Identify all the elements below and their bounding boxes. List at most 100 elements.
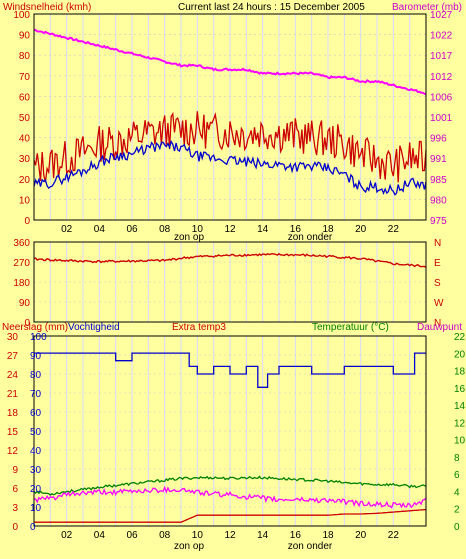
y-tick-label: 50 [19, 113, 31, 124]
y-tick-label: 30 [30, 465, 42, 476]
y-tick-label: 40 [19, 134, 31, 145]
y-tick-label: S [434, 278, 441, 289]
x-tick-label: 04 [94, 530, 106, 541]
y-tick-label: 6 [454, 470, 460, 481]
y-tick-label: 80 [19, 51, 31, 62]
sunrise-label: zon op [174, 232, 204, 243]
y-tick-label: 70 [30, 389, 42, 400]
series-layer [33, 28, 427, 196]
y-tick-label: 27 [7, 351, 19, 362]
y-tick-label: 996 [430, 134, 447, 145]
x-tick-label: 02 [61, 224, 73, 235]
x-tick-label: 22 [388, 530, 400, 541]
humidity-line [34, 352, 426, 388]
barometer-axis-label: Barometer (mb) [392, 2, 462, 13]
y-tick-label: 0 [454, 522, 460, 533]
x-tick-label: 10 [192, 224, 204, 235]
x-tick-label: 18 [322, 530, 334, 541]
chart-title: Current last 24 hours : 15 December 2005 [178, 2, 365, 13]
y-tick-label: 100 [30, 332, 47, 343]
y-tick-label: 1012 [430, 72, 453, 83]
x-tick-label: 10 [192, 530, 204, 541]
y-tick-label: 60 [30, 408, 42, 419]
x-tick-label: 06 [126, 530, 138, 541]
y-tick-label: 22 [454, 332, 466, 343]
x-tick-label: 20 [355, 530, 367, 541]
x-tick-label: 18 [322, 224, 334, 235]
x-tick-label: 16 [290, 530, 302, 541]
y-tick-label: 4 [454, 487, 460, 498]
x-tick-label: 04 [94, 224, 106, 235]
tick-labels: 02 04 06 08 10 12 14 16 18 20 22010203040506070809… [13, 10, 452, 235]
y-tick-label: 3 [12, 503, 18, 514]
rain-line [34, 508, 427, 523]
y-tick-label: 1022 [430, 31, 453, 42]
y-tick-label: 1017 [430, 51, 453, 62]
y-tick-label: 18 [454, 367, 466, 378]
humidity-axis-label: Vochtigheid [68, 322, 120, 333]
wind-direction-line [33, 252, 427, 268]
barometer-line [33, 28, 427, 95]
y-tick-label: 16 [454, 384, 466, 395]
y-tick-label: 30 [19, 154, 31, 165]
y-tick-label: 90 [30, 351, 42, 362]
y-tick-label: W [434, 298, 444, 309]
extra-temp-label: Extra temp3 [172, 322, 226, 333]
y-tick-label: 6 [12, 484, 18, 495]
y-tick-label: 1001 [430, 113, 453, 124]
y-tick-label: 360 [13, 238, 30, 249]
y-tick-label: 100 [13, 10, 30, 21]
x-tick-label: 12 [224, 530, 236, 541]
y-tick-label: 21 [7, 389, 19, 400]
y-tick-label: 20 [30, 484, 42, 495]
y-tick-label: 18 [7, 408, 19, 419]
y-tick-label: N [434, 318, 441, 329]
y-tick-label: 50 [30, 427, 42, 438]
y-tick-label: 24 [7, 370, 19, 381]
y-tick-label: 0 [24, 216, 30, 227]
x-tick-label: 08 [159, 224, 171, 235]
x-tick-label: 08 [159, 530, 171, 541]
wind-barometer-panel: 02 04 06 08 10 12 14 16 18 20 22010203040506070809… [3, 2, 462, 243]
y-tick-label: 2 [454, 505, 460, 516]
x-tick-label: 06 [126, 224, 138, 235]
plot-frame [33, 13, 427, 221]
y-tick-label: N [434, 238, 441, 249]
temperature-axis-label: Temperatuur (°C) [312, 322, 389, 333]
y-tick-label: 975 [430, 216, 447, 227]
y-tick-label: 15 [7, 427, 19, 438]
y-tick-label: 10 [454, 436, 466, 447]
y-tick-label: 1006 [430, 92, 453, 103]
y-tick-label: 30 [7, 332, 19, 343]
y-tick-label: 90 [19, 31, 31, 42]
y-tick-label: 60 [19, 92, 31, 103]
y-tick-label: 8 [454, 453, 460, 464]
y-tick-label: E [434, 258, 441, 269]
y-tick-label: 270 [13, 258, 30, 269]
series-layer [33, 352, 427, 523]
sunset-label: zon onder [288, 541, 333, 552]
wind-axis-label: Windsnelheid (kmh) [3, 2, 91, 13]
y-tick-label: 0 [12, 522, 18, 533]
y-tick-label: 1027 [430, 10, 453, 21]
y-tick-label: 12 [454, 418, 466, 429]
y-tick-label: 10 [19, 195, 31, 206]
x-tick-label: 14 [257, 224, 269, 235]
plot-frame [33, 241, 427, 323]
wind-gust-line [33, 111, 427, 183]
x-tick-label: 14 [257, 530, 269, 541]
y-tick-label: 991 [430, 154, 447, 165]
y-tick-label: 985 [430, 175, 447, 186]
dewpoint-axis-label: Dauwpunt [417, 322, 462, 333]
y-tick-label: 0 [24, 318, 30, 329]
series-layer [33, 252, 427, 268]
x-tick-label: 20 [355, 224, 367, 235]
y-tick-label: 12 [7, 446, 19, 457]
y-tick-label: 10 [30, 503, 42, 514]
rain-humidity-temp-panel: 02 04 06 08 10 12 14 16 18 20 22036912151821242730… [2, 322, 466, 552]
y-tick-label: 980 [430, 195, 447, 206]
